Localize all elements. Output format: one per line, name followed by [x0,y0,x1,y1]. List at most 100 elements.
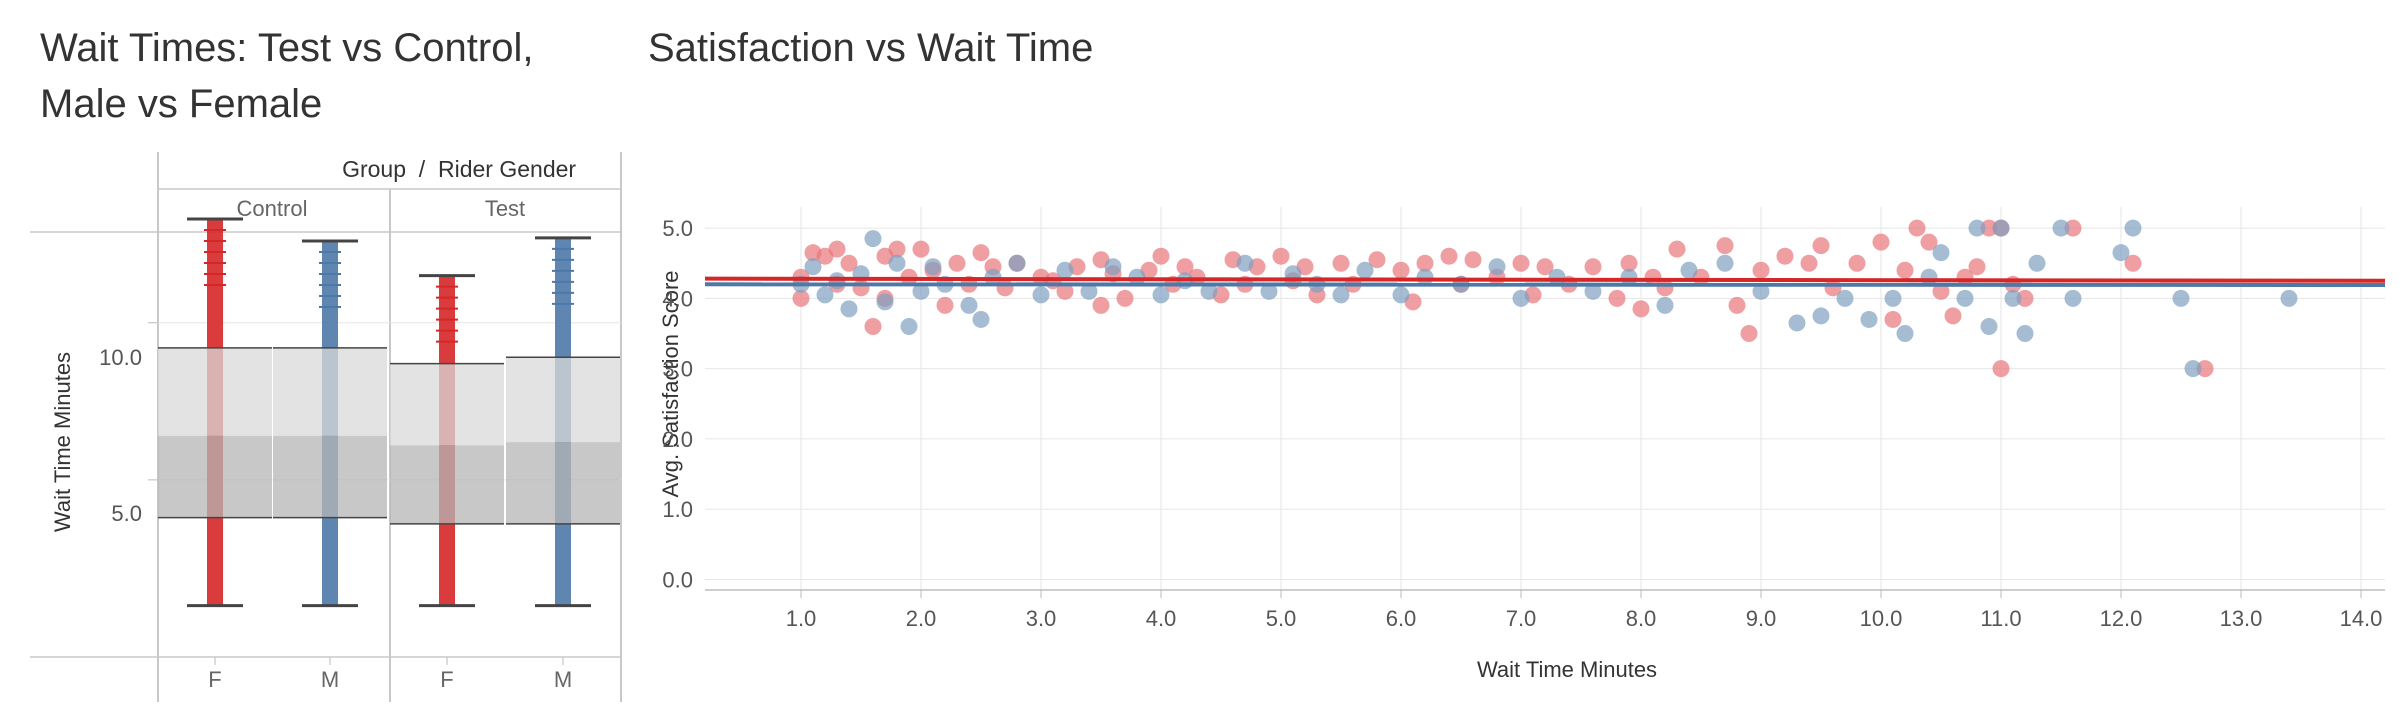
scatter-point-female [1512,254,1530,272]
scatter-y-tick-label: 5.0 [662,216,693,241]
box-plot-chart: Group / Rider Gender Control Test F M F … [30,152,622,702]
scatter-x-tick-label: 2.0 [906,606,937,631]
scatter-point-female [912,240,930,258]
scatter-point-male [876,293,894,311]
scatter-point-male [2004,289,2022,307]
scatter-point-male [2112,244,2130,262]
scatter-y-tick-label: 0.0 [662,567,693,592]
box-lower-half-control-m [273,435,387,518]
scatter-point-male [1356,261,1374,279]
scatter-y-tick-label: 2.0 [662,427,693,452]
box-upper-half-control-f [158,347,272,436]
scatter-point-female [1368,251,1386,269]
scatter-point-female [1176,258,1194,276]
scatter-point-female [1752,261,1770,279]
box-upper-half-test-m [506,357,620,443]
scatter-point-female [2016,289,2034,307]
scatter-point-female [1992,360,2010,378]
scatter-point-male [912,282,930,300]
scatter-point-female [840,254,858,272]
scatter-point-female [936,296,954,314]
box-gender-label-test-f: F [440,667,453,692]
scatter-x-tick-label: 12.0 [2100,606,2143,631]
scatter-point-female [888,240,906,258]
scatter-point-male [960,296,978,314]
scatter-point-female [1740,324,1758,342]
scatter-point-female [948,254,966,272]
scatter-point-female [1800,254,1818,272]
scatter-point-male [1392,286,1410,304]
scatter-x-tick-label: 3.0 [1026,606,1057,631]
scatter-point-female [1968,258,1986,276]
scatter-point-male [1488,258,1506,276]
scatter-y-tick-label: 1.0 [662,497,693,522]
scatter-point-male [1260,282,1278,300]
scatter-point-male [1056,261,1074,279]
scatter-point-male [900,317,918,335]
scatter-point-female [1980,219,1998,237]
scatter-point-female [1908,219,1926,237]
scatter-point-male [1980,317,1998,335]
scatter-x-tick-label: 7.0 [1506,606,1537,631]
scatter-point-male [1836,289,1854,307]
scatter-point-male [2124,219,2142,237]
scatter-trend-line-female [704,276,2386,283]
scatter-point-male [2172,289,2190,307]
scatter-x-tick-label: 10.0 [1860,606,1903,631]
scatter-y-axis-label: Avg. Satisfaction Score [658,270,683,497]
box-header-gender: Rider Gender [438,156,576,182]
scatter-point-female [1272,247,1290,265]
scatter-point-female [1608,289,1626,307]
box-header-group: Group [342,156,406,182]
scatter-point-female [1668,240,1686,258]
scatter-point-male [1656,296,1674,314]
scatter-point-female [1416,254,1434,272]
box-chart-title-line2: Male vs Female [40,82,323,126]
scatter-point-male [1200,282,1218,300]
scatter-point-male [1152,286,1170,304]
scatter-point-male [1032,286,1050,304]
scatter-point-female [2064,219,2082,237]
scatter-point-male [1080,282,1098,300]
scatter-point-female [2124,254,2142,272]
scatter-point-male [888,254,906,272]
scatter-point-female [1440,247,1458,265]
scatter-point-female [972,244,990,262]
scatter-point-male [1332,286,1350,304]
scatter-point-male [1992,219,2010,237]
scatter-point-female [1848,254,1866,272]
box-upper-half-control-m [273,347,387,436]
scatter-point-male [1896,324,1914,342]
scatter-point-female [792,289,810,307]
box-chart-title-line1: Wait Times: Test vs Control, [40,26,534,70]
scatter-point-female [1920,233,1938,251]
scatter-plot-chart: Avg. Satisfaction Score Wait Time Minute… [658,207,2386,682]
scatter-point-female [1332,254,1350,272]
scatter-x-tick-label: 6.0 [1386,606,1417,631]
scatter-point-male [1008,254,1026,272]
scatter-point-female [1872,233,1890,251]
scatter-point-female [1152,247,1170,265]
scatter-point-female [1932,282,1950,300]
scatter-point-female [1464,251,1482,269]
box-gender-label-test-m: M [554,667,572,692]
scatter-point-male [804,258,822,276]
scatter-point-male [1968,219,1986,237]
scatter-x-tick-label: 5.0 [1266,606,1297,631]
box-y-tick-label-5: 5.0 [111,501,142,526]
scatter-point-male [1104,258,1122,276]
scatter-point-male [1956,289,1974,307]
scatter-x-tick-label: 8.0 [1626,606,1657,631]
scatter-point-male [840,300,858,318]
scatter-point-male [1860,310,1878,328]
scatter-point-male [1788,314,1806,332]
scatter-point-male [1932,244,1950,262]
scatter-point-male [924,258,942,276]
scatter-point-female [1584,258,1602,276]
scatter-point-male [1752,282,1770,300]
scatter-point-male [864,230,882,248]
scatter-point-female [1536,258,1554,276]
scatter-point-male [1884,289,1902,307]
scatter-point-female [828,240,846,258]
scatter-point-male [1716,254,1734,272]
